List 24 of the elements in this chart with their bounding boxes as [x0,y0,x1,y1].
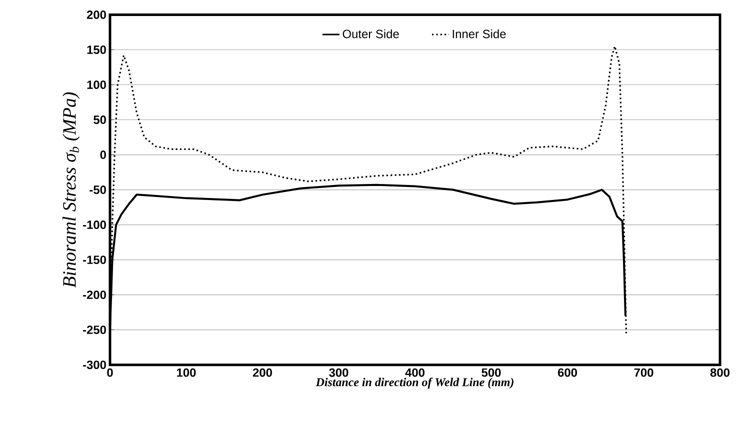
x-tick-label: 800 [710,368,730,377]
y-axis-title: Binoraml Stress σ$_{b}$ (MPa) [62,92,80,288]
y-tick-label: -250 [83,326,106,334]
y-tick-label: -150 [83,256,106,264]
legend-label: Inner Side [452,29,506,38]
x-tick-label: 700 [634,368,654,377]
y-tick-label: -300 [83,360,106,370]
y-tick-label: -100 [83,220,106,230]
x-tick-label: 400 [405,368,424,377]
y-tick-label: 150 [87,46,106,54]
y-tick-label: 200 [86,10,106,19]
y-tick-label: -200 [83,290,106,300]
legend-label: Outer Side [342,29,399,38]
x-tick-label: 500 [482,368,501,377]
y-tick-label: 50 [94,116,106,124]
x-tick-label: 600 [558,368,577,377]
y-tick-label: 100 [87,80,106,89]
y-tick-label: -50 [90,186,106,194]
x-tick-label: 100 [177,368,196,377]
x-tick-label: 300 [329,368,348,377]
x-tick-label: 0 [107,368,113,377]
x-axis-title: Distance in direction of Weld Line (mm) [316,378,514,389]
y-tick-label: 0 [100,150,106,160]
x-tick-label: 200 [252,368,272,377]
